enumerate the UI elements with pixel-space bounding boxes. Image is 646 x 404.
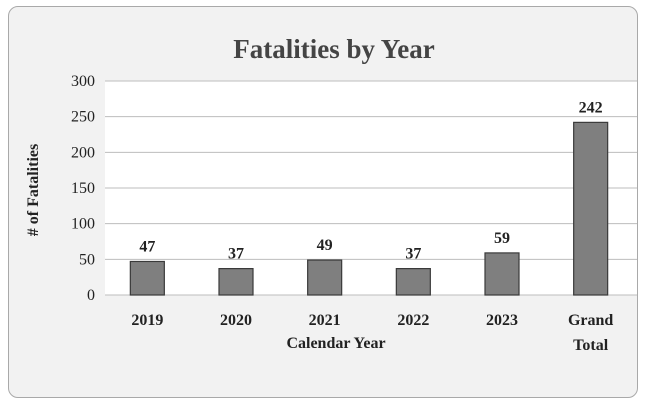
x-axis-title: Calendar Year <box>286 335 385 352</box>
y-tick-label: 200 <box>71 144 95 161</box>
x-category-label: 2023 <box>486 312 518 329</box>
y-tick-label: 250 <box>71 109 95 126</box>
bar <box>130 261 164 295</box>
bar <box>308 260 342 295</box>
y-axis-title: # of Fatalities <box>25 144 42 236</box>
data-label: 49 <box>317 237 333 254</box>
y-tick-label: 0 <box>87 287 95 304</box>
y-tick-label: 150 <box>71 180 95 197</box>
y-axis-ticks: 0 50 100 150 200 250 300 <box>71 73 95 304</box>
data-label: 242 <box>579 99 603 116</box>
data-label: 59 <box>494 230 510 247</box>
data-label: 37 <box>228 246 244 263</box>
bar <box>485 253 519 295</box>
data-label: 47 <box>139 238 155 255</box>
bar <box>396 269 430 295</box>
bar <box>219 269 253 295</box>
x-category-label: Grand Total <box>568 312 613 354</box>
data-label: 37 <box>405 246 421 263</box>
x-category-label: 2019 <box>131 312 163 329</box>
x-category-label: 2020 <box>220 312 252 329</box>
chart-title: Fatalities by Year <box>233 34 434 64</box>
bar <box>574 122 608 295</box>
y-tick-label: 50 <box>79 251 95 268</box>
x-category-label: 2022 <box>397 312 429 329</box>
x-category-label: 2021 <box>309 312 341 329</box>
y-tick-label: 300 <box>71 73 95 90</box>
y-tick-label: 100 <box>71 216 95 233</box>
